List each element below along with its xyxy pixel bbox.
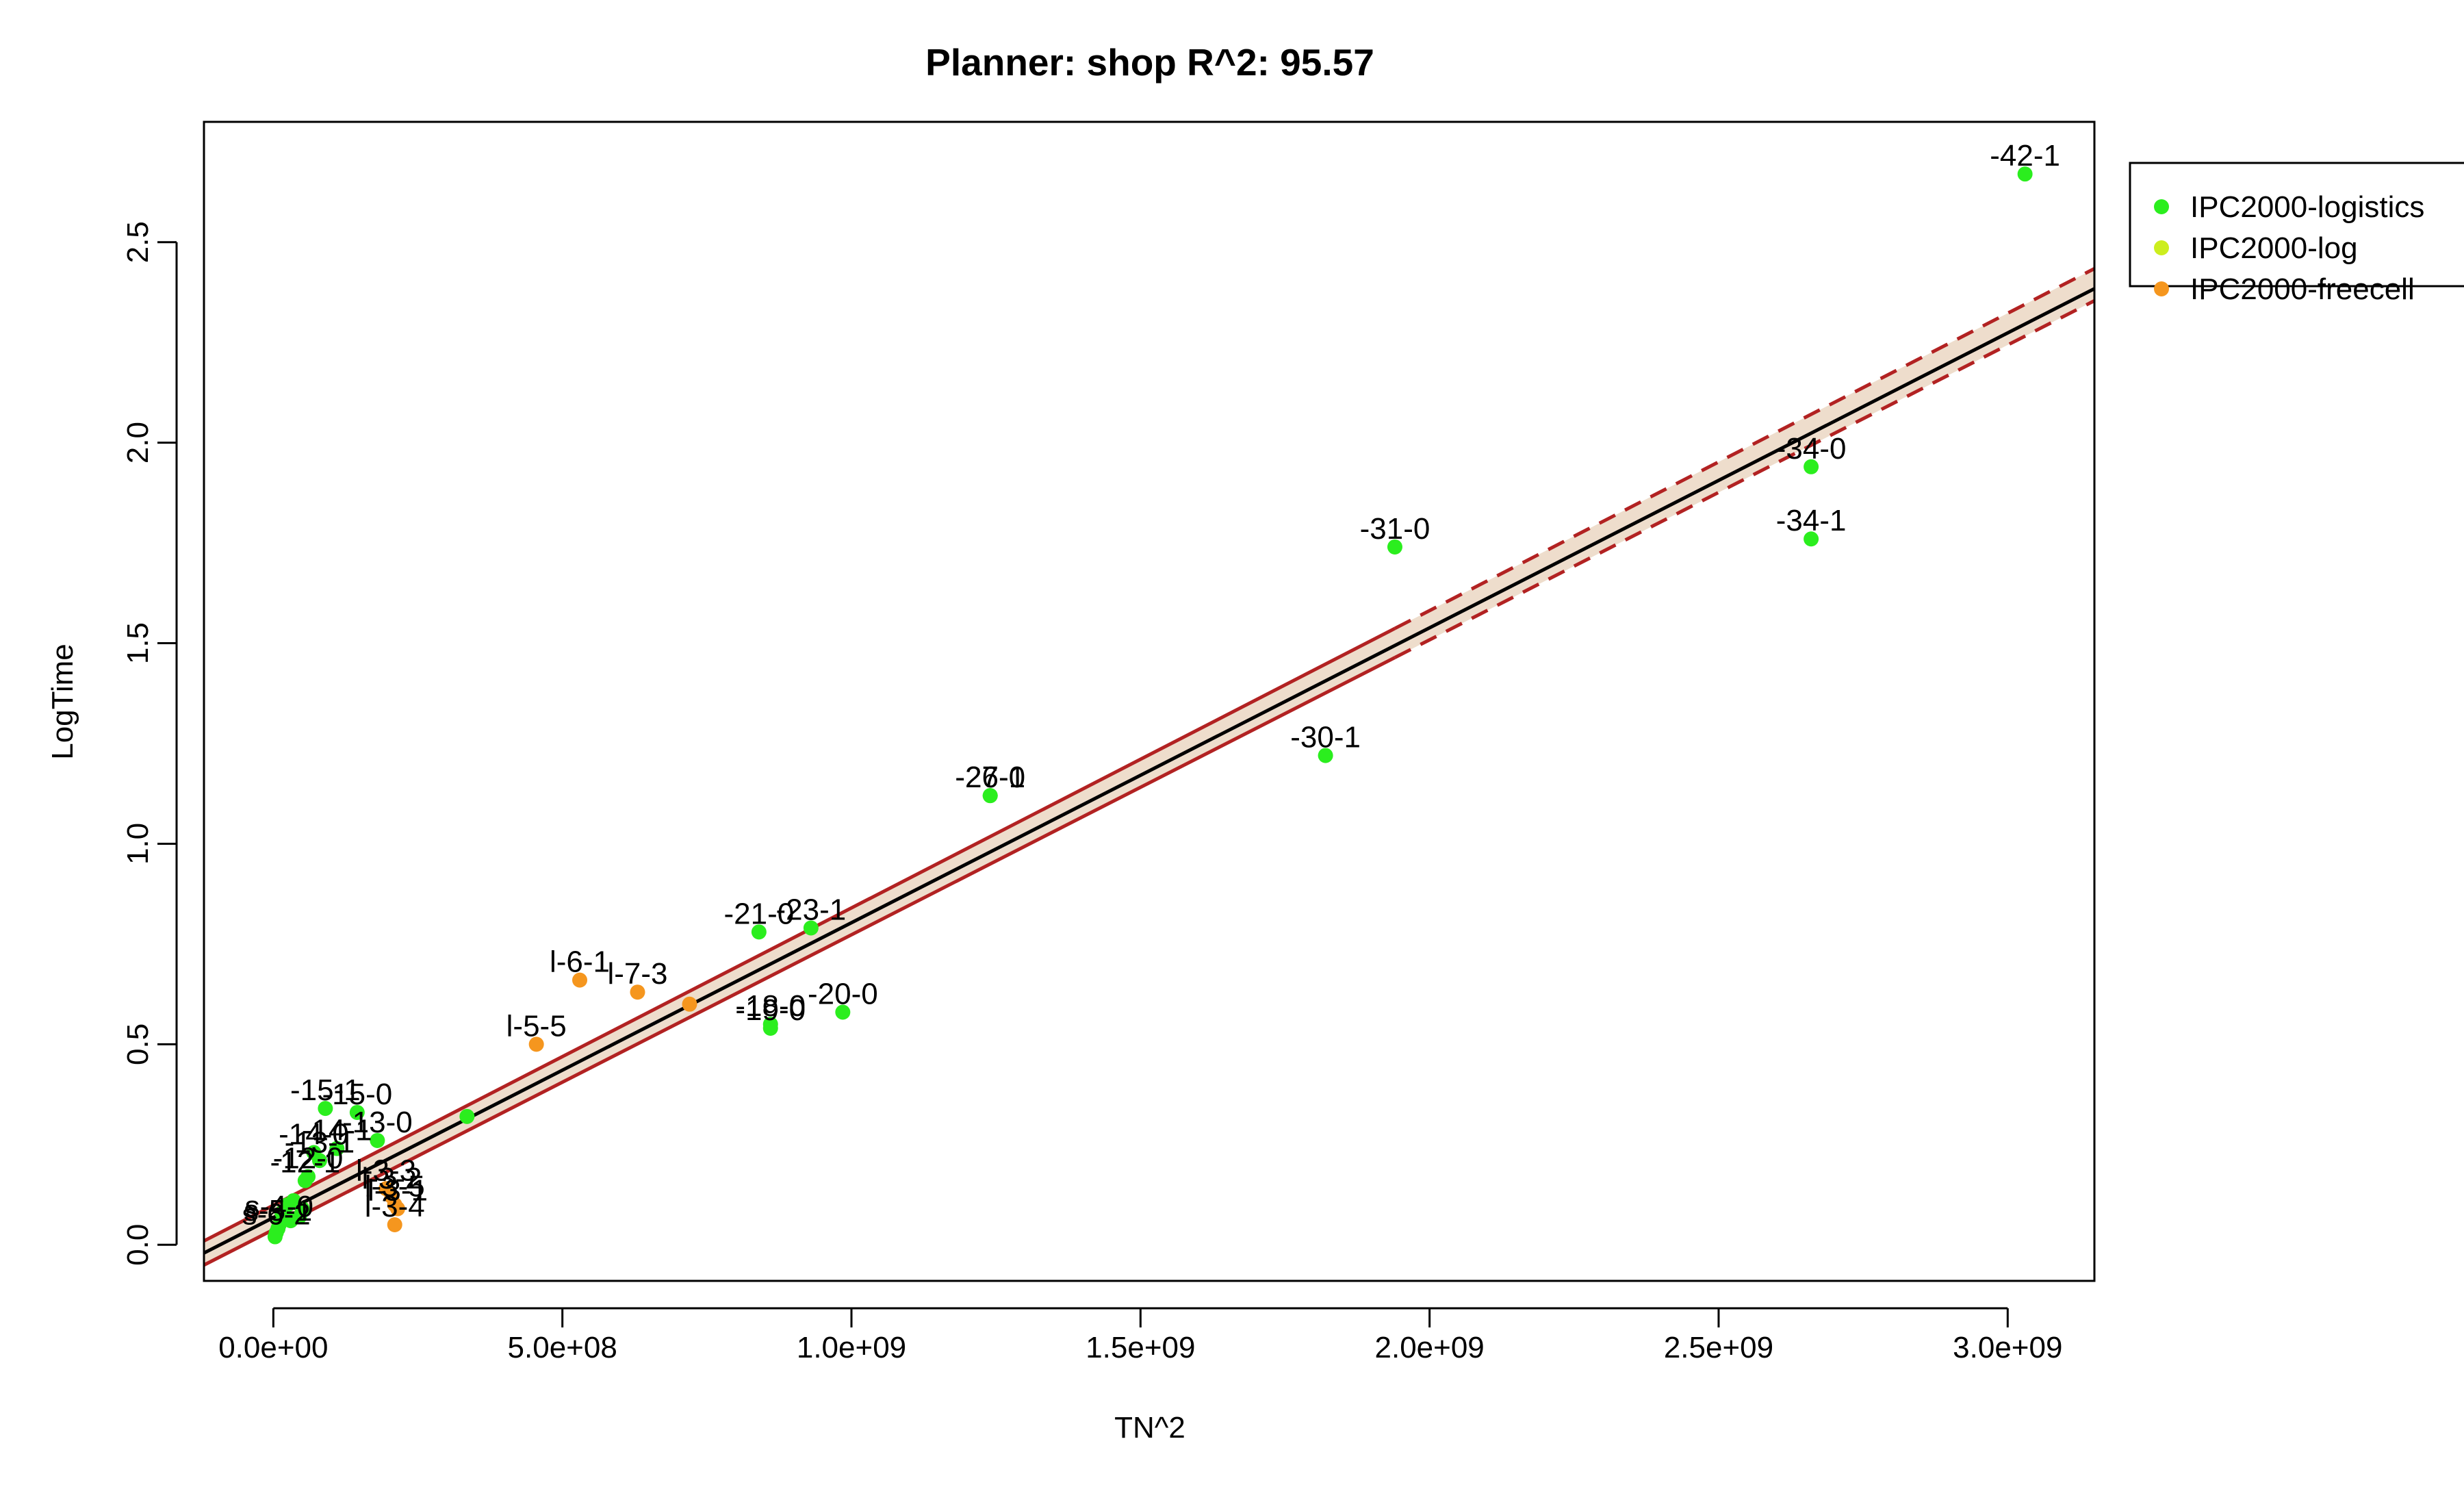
confidence-lower-line-dashed [1394, 299, 2094, 659]
data-point [803, 920, 819, 936]
legend-marker [2154, 240, 2169, 255]
y-tick-label: 2.0 [121, 422, 155, 463]
point-label: -34-1 [1776, 504, 1847, 537]
x-tick-label: 2.5e+09 [1664, 1331, 1773, 1364]
point-label: l-3-3 [356, 1154, 416, 1187]
point-label: -12-0 [273, 1142, 344, 1175]
point-label: l-6-1 [550, 945, 610, 979]
data-point [528, 1036, 544, 1052]
data-point [762, 1017, 778, 1032]
point-label: -20-0 [808, 978, 878, 1011]
plot-frame [203, 120, 2096, 1282]
y-tick-label: 2.5 [121, 221, 155, 263]
legend-box [2129, 162, 2464, 288]
point-label: l-3-5 [365, 1170, 425, 1204]
data-point [835, 1004, 851, 1020]
point-label: -23-1 [776, 893, 847, 926]
point-label: s-6-2 [242, 1198, 310, 1232]
legend-label: IPC2000-freecell [2190, 272, 2415, 306]
data-point [318, 1101, 333, 1117]
data-point [387, 1217, 402, 1232]
data-point [1804, 459, 1819, 474]
confidence-lower-line [204, 656, 1396, 1267]
legend-label: IPC2000-logistics [2190, 190, 2424, 224]
x-tick-label: 1.0e+09 [797, 1331, 906, 1364]
point-label: -21-0 [724, 897, 795, 930]
y-axis-title: LogTime [46, 644, 79, 760]
data-point [2017, 166, 2033, 182]
point-label: -13-0 [342, 1106, 413, 1139]
legend: IPC2000-logistics IPC2000-log IPC2000-free… [2129, 162, 2464, 306]
point-label: l-5-5 [506, 1009, 567, 1043]
y-axis: 0.0 0.5 1.0 1.5 2.0 2.5 [121, 221, 178, 1266]
data-point [1318, 748, 1333, 763]
x-tick-label: 2.0e+09 [1375, 1331, 1485, 1364]
legend-label: IPC2000-log [2190, 231, 2358, 265]
data-point [349, 1104, 365, 1120]
x-axis: 0.0e+00 5.0e+08 1.0e+09 1.5e+09 2.0e+09 2.5e+… [218, 1307, 2062, 1364]
point-label: -34-0 [1776, 432, 1847, 466]
point-label: -15-0 [322, 1078, 392, 1111]
point-label: -27-0 [955, 761, 1025, 794]
x-tick-label: 0.0e+00 [218, 1331, 328, 1364]
data-point [982, 788, 998, 804]
point-label: l-7-3 [607, 957, 667, 991]
point-label: l-3-2 [361, 1162, 422, 1195]
point-label: -31-0 [1360, 512, 1430, 546]
x-tick-label: 3.0e+09 [1953, 1331, 2062, 1364]
data-point [283, 1213, 298, 1229]
legend-marker [2154, 281, 2169, 296]
data-point [1804, 531, 1819, 547]
data-point [389, 1201, 405, 1217]
point-label: -13-1 [285, 1125, 355, 1159]
point-label: -15-1 [290, 1073, 361, 1107]
data-point [267, 1229, 283, 1245]
data-point [572, 972, 588, 988]
data-point [682, 996, 697, 1012]
x-tick-label: 1.5e+09 [1086, 1331, 1195, 1364]
chart-title: Planner: shop R^2: 95.57 [925, 41, 1374, 84]
point-label: -30-1 [1290, 721, 1361, 754]
data-point [297, 1173, 313, 1188]
y-tick-label: 0.5 [121, 1023, 155, 1065]
point-label: -14-1 [302, 1114, 372, 1147]
point-label: s-4-0 [245, 1190, 313, 1223]
data-point [630, 984, 645, 1000]
point-label: l-3-4 [365, 1190, 425, 1223]
plot-area [204, 267, 2094, 1267]
point-label: s-5-1 [244, 1194, 312, 1227]
regression-line [204, 287, 2094, 1255]
data-point [751, 924, 767, 940]
confidence-upper-line-dashed [1394, 267, 2094, 631]
y-tick-label: 0.0 [121, 1224, 155, 1266]
confidence-upper-line [204, 626, 1396, 1243]
y-tick-label: 1.0 [121, 823, 155, 865]
point-label: -12-1 [270, 1146, 340, 1180]
x-tick-label: 5.0e+08 [508, 1331, 617, 1364]
point-label: -18-0 [735, 989, 806, 1023]
point-label: l-3-1 [368, 1174, 428, 1208]
legend-marker [2154, 199, 2169, 214]
data-point [1387, 539, 1402, 555]
point-label: -14-0 [279, 1118, 349, 1151]
data-point [370, 1132, 385, 1148]
point-label: -26-1 [955, 761, 1025, 794]
point-label: -19-0 [735, 993, 806, 1027]
confidence-band [204, 268, 2094, 1265]
data-point [459, 1108, 475, 1124]
data-point [329, 1141, 345, 1156]
y-tick-label: 1.5 [121, 622, 155, 664]
point-label: -42-1 [1990, 139, 2060, 173]
data-point [311, 1153, 327, 1169]
x-axis-title: TN^2 [1114, 1411, 1185, 1445]
